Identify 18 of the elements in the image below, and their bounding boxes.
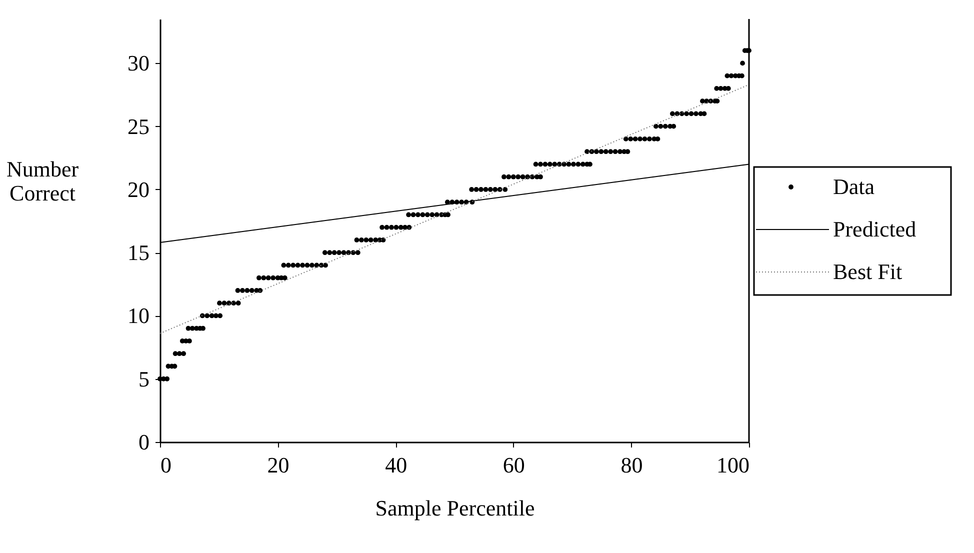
x-tick-label: 60	[502, 452, 525, 478]
y-axis-title: Number Correct	[6, 156, 80, 206]
legend-label: Data	[833, 174, 875, 199]
y-tick-label: 15	[128, 240, 150, 266]
x-tick-label: 0	[160, 452, 172, 478]
x-tick-label: 40	[385, 452, 408, 478]
legend-label: Best Fit	[833, 259, 902, 284]
y-tick-label: 5	[138, 366, 150, 392]
y-tick-label: 20	[128, 176, 150, 202]
x-tick-label: 100	[716, 452, 750, 478]
y-tick-label: 30	[128, 50, 150, 76]
x-tick-label: 20	[267, 452, 290, 478]
y-tick-label: 10	[128, 303, 150, 328]
legend-label: Predicted	[833, 216, 916, 242]
y-tick-label: 0	[138, 430, 150, 454]
y-tick-label: 25	[128, 114, 150, 139]
x-axis-title: Sample Percentile	[375, 496, 535, 520]
x-tick-label: 80	[620, 452, 643, 478]
